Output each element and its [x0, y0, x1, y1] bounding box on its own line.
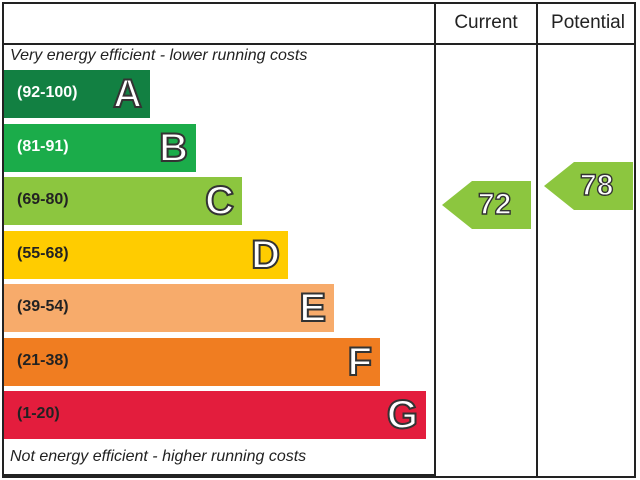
- band-a-range: (92-100): [17, 84, 78, 101]
- potential-rating-arrow: 78: [544, 162, 633, 210]
- current-rating-value: 72: [477, 187, 512, 221]
- header-rule: [2, 43, 636, 45]
- very-efficient-note: Very energy efficient - lower running co…: [10, 47, 308, 64]
- band-f-range: (21-38): [17, 351, 69, 369]
- band-b: (81-91) B: [4, 123, 196, 172]
- not-efficient-note: Not energy efficient - higher running co…: [10, 448, 307, 465]
- band-a: (92-100) A: [4, 70, 150, 118]
- band-d: (55-68) D: [4, 230, 288, 279]
- band-g-range: (1-20): [17, 405, 60, 422]
- current-column-header: Current: [454, 12, 518, 33]
- footer-rule: [2, 474, 436, 476]
- band-e: (39-54) E: [4, 284, 334, 332]
- band-a-letter: A: [112, 71, 143, 117]
- band-d-range: (55-68): [17, 244, 69, 262]
- band-b-range: (81-91): [17, 137, 69, 155]
- potential-arrow-polygon: [544, 162, 633, 210]
- band-d-letter: D: [250, 232, 281, 278]
- band-c-letter: C: [204, 178, 235, 224]
- divider-potential: [536, 2, 538, 478]
- potential-column-header: Potential: [551, 12, 625, 33]
- band-e-letter: E: [298, 285, 327, 331]
- band-g: (1-20) G: [4, 391, 426, 439]
- band-g-letter: G: [386, 392, 419, 438]
- band-c: (69-80) C: [4, 177, 242, 225]
- potential-arrow-shape: [544, 162, 633, 210]
- band-c-range: (69-80): [17, 191, 69, 208]
- current-arrow-shape: [442, 181, 531, 229]
- band-f: (21-38) F: [4, 337, 380, 386]
- divider-current: [434, 2, 436, 478]
- band-e-range: (39-54): [17, 298, 69, 315]
- current-rating-arrow: 72: [442, 181, 531, 229]
- band-b-letter: B: [158, 125, 189, 171]
- potential-rating-value: 78: [579, 168, 614, 202]
- current-arrow-polygon: [442, 181, 531, 229]
- band-f-letter: F: [347, 339, 373, 385]
